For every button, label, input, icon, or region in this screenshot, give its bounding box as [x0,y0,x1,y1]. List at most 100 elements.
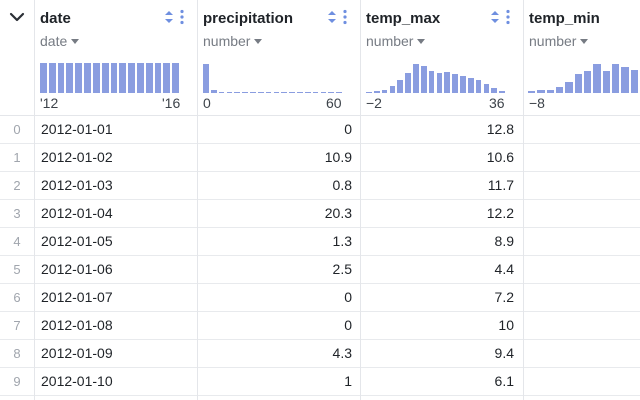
column-type-select[interactable]: number [203,33,263,49]
table-row[interactable]: 3 2012-01-04 20.3 12.2 [0,200,640,228]
histogram-bar[interactable] [467,77,474,93]
table-row[interactable]: 6 2012-01-07 0 7.2 [0,284,640,312]
histogram-bar[interactable] [101,63,109,93]
histogram-bar[interactable] [366,91,372,93]
more-options-icon[interactable] [179,9,185,25]
histogram-bar[interactable] [499,91,505,93]
histogram-bar[interactable] [621,66,629,93]
histogram-bar[interactable] [40,63,47,93]
sort-icon[interactable] [490,9,500,25]
histogram-bar[interactable] [92,63,100,93]
histogram-bar[interactable] [483,83,490,93]
sort-icon[interactable] [327,9,337,25]
collapse-toggle-button[interactable] [6,6,28,28]
cell-temp-max[interactable]: 10 [498,317,514,333]
cell-date[interactable]: 2012-01-05 [41,233,113,249]
histogram-bar[interactable] [584,70,592,93]
histogram-bar[interactable] [565,82,573,93]
column-header-date[interactable]: date date '12 '16 [34,0,197,116]
table-row[interactable]: 2 2012-01-03 0.8 11.7 [0,172,640,200]
cell-date[interactable]: 2012-01-01 [41,121,113,137]
histogram-bar[interactable] [136,63,144,93]
histogram-bar[interactable] [250,92,256,93]
column-type-select[interactable]: number [366,33,426,49]
cell-temp-max[interactable]: 12.2 [486,205,514,221]
histogram-bar[interactable] [413,63,419,93]
column-header-temp-max[interactable]: temp_max number −2 36 [360,0,523,116]
histogram-bar[interactable] [242,92,248,93]
histogram-bar[interactable] [397,80,404,93]
histogram-bar[interactable] [420,65,427,93]
cell-temp-max[interactable]: 7.2 [494,289,514,305]
column-type-select[interactable]: number [529,33,589,49]
table-row[interactable]: 9 2012-01-10 1 6.1 [0,368,640,396]
histogram-bar[interactable] [273,92,280,93]
table-row[interactable]: 1 2012-01-02 10.9 10.6 [0,144,640,172]
histogram-bar[interactable] [281,92,288,93]
table-row[interactable]: 4 2012-01-05 1.3 8.9 [0,228,640,256]
table-row[interactable]: 8 2012-01-09 4.3 9.4 [0,340,640,368]
histogram-bar[interactable] [373,91,380,93]
histogram-bar[interactable] [452,73,458,93]
histogram-bar[interactable] [405,73,411,93]
histogram-bar[interactable] [336,92,342,93]
cell-precipitation[interactable]: 10.9 [324,149,352,165]
histogram-bar[interactable] [574,73,582,93]
cell-temp-max[interactable]: 6.1 [494,373,514,389]
cell-precipitation[interactable]: 0.8 [332,177,352,193]
histogram-bar[interactable] [546,89,554,93]
cell-precipitation[interactable]: 0 [344,317,352,333]
cell-precipitation[interactable]: 1 [344,373,352,389]
histogram-bar[interactable] [436,72,443,93]
histogram-bar[interactable] [528,91,536,93]
cell-temp-max[interactable]: 9.4 [494,345,514,361]
table-row[interactable]: 5 2012-01-06 2.5 4.4 [0,256,640,284]
histogram-bar[interactable] [163,63,171,93]
more-options-icon[interactable] [505,9,511,25]
histogram-bar[interactable] [556,87,564,93]
histogram-bar[interactable] [48,63,56,93]
histogram-bar[interactable] [630,69,638,93]
histogram-bar[interactable] [218,91,225,93]
histogram-bar[interactable] [203,63,209,93]
cell-temp-max[interactable]: 4.4 [494,261,514,277]
more-options-icon[interactable] [342,9,348,25]
cell-date[interactable]: 2012-01-03 [41,177,113,193]
histogram-bar[interactable] [75,63,83,93]
cell-date[interactable]: 2012-01-10 [41,373,113,389]
cell-date[interactable]: 2012-01-09 [41,345,113,361]
histogram-bar[interactable] [66,63,74,93]
cell-temp-max[interactable]: 10.6 [486,149,514,165]
column-type-select[interactable]: date [40,33,80,49]
histogram-bar[interactable] [265,92,272,93]
histogram-bar[interactable] [110,63,118,93]
column-header-temp-min[interactable]: temp_min number −8 [523,0,640,116]
cell-precipitation[interactable]: 2.5 [332,261,352,277]
histogram-bar[interactable] [154,63,162,93]
histogram-bar[interactable] [491,88,498,93]
cell-precipitation[interactable]: 0 [344,121,352,137]
cell-precipitation[interactable]: 1.3 [332,233,352,249]
histogram-bar[interactable] [210,90,217,93]
cell-date[interactable]: 2012-01-04 [41,205,113,221]
table-row[interactable]: 7 2012-01-08 0 10 [0,312,640,340]
cell-date[interactable]: 2012-01-06 [41,261,113,277]
histogram-bar[interactable] [460,75,466,93]
histogram-bar[interactable] [428,70,435,93]
histogram-bar[interactable] [257,92,264,93]
sort-icon[interactable] [164,9,174,25]
histogram-bar[interactable] [444,71,451,93]
column-header-precipitation[interactable]: precipitation number 0 60 [197,0,360,116]
histogram-bar[interactable] [289,92,295,93]
cell-precipitation[interactable]: 4.3 [332,345,352,361]
histogram-bar[interactable] [226,92,233,93]
histogram-bar[interactable] [328,92,335,93]
cell-temp-max[interactable]: 11.7 [487,177,514,193]
cell-date[interactable]: 2012-01-07 [41,289,113,305]
histogram-bar[interactable] [119,63,127,93]
histogram-bar[interactable] [602,71,610,93]
cell-precipitation[interactable]: 0 [344,289,352,305]
histogram-bar[interactable] [234,92,241,93]
histogram-bar[interactable] [128,63,135,93]
histogram-bar[interactable] [381,89,388,93]
